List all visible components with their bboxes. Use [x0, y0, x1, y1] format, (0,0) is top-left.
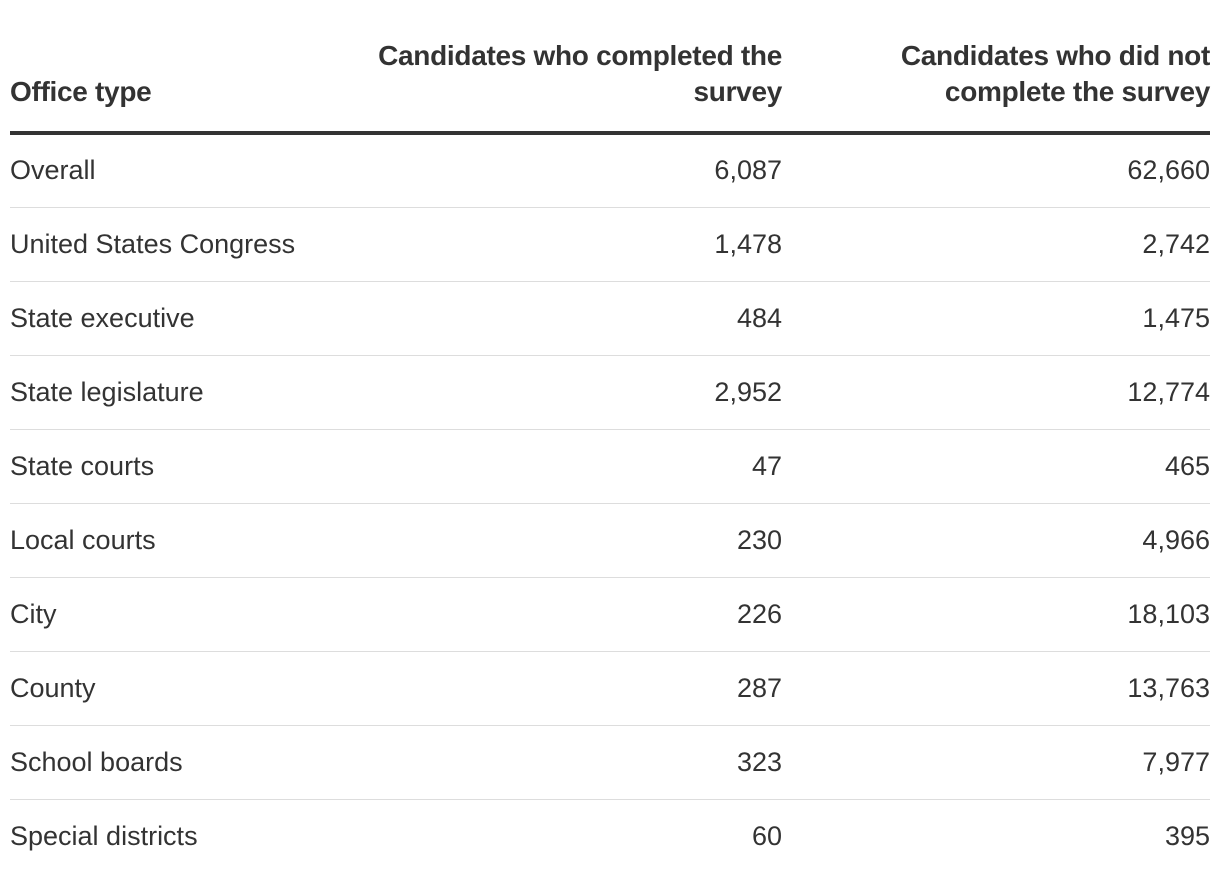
cell-completed: 6,087: [340, 133, 782, 208]
cell-office-type: Local courts: [10, 503, 340, 578]
cell-office-type: School boards: [10, 725, 340, 800]
cell-completed: 287: [340, 651, 782, 726]
cell-not-completed: 4,966: [782, 503, 1210, 578]
table-row: Special districts 60 395: [10, 799, 1210, 873]
cell-not-completed: 12,774: [782, 355, 1210, 430]
survey-completion-table-container: Office type Candidates who completed the…: [10, 0, 1210, 873]
table-row: Overall 6,087 62,660: [10, 133, 1210, 208]
table-row: School boards 323 7,977: [10, 725, 1210, 800]
cell-not-completed: 13,763: [782, 651, 1210, 726]
column-header-not-completed: Candidates who did not complete the surv…: [782, 0, 1210, 135]
cell-completed: 230: [340, 503, 782, 578]
cell-not-completed: 465: [782, 429, 1210, 504]
table-row: County 287 13,763: [10, 651, 1210, 726]
cell-not-completed: 18,103: [782, 577, 1210, 652]
cell-completed: 323: [340, 725, 782, 800]
cell-office-type: Overall: [10, 133, 340, 208]
cell-office-type: State legislature: [10, 355, 340, 430]
cell-completed: 484: [340, 281, 782, 356]
cell-office-type: United States Congress: [10, 207, 340, 282]
table-row: State courts 47 465: [10, 429, 1210, 504]
cell-not-completed: 2,742: [782, 207, 1210, 282]
table-row: United States Congress 1,478 2,742: [10, 207, 1210, 282]
survey-completion-table: Office type Candidates who completed the…: [10, 0, 1210, 873]
cell-not-completed: 395: [1164, 820, 1210, 851]
table-row: City 226 18,103: [10, 577, 1210, 652]
cell-office-type: State courts: [10, 429, 340, 504]
cell-completed: 1,478: [340, 207, 782, 282]
header-row: Office type Candidates who completed the…: [10, 0, 1210, 135]
cell-office-type: City: [10, 577, 340, 652]
cell-not-completed: 1,475: [782, 281, 1210, 356]
column-header-office-type: Office type: [10, 0, 340, 135]
cell-completed: 2,952: [340, 355, 782, 430]
table-body: Overall 6,087 62,660 United States Congr…: [10, 133, 1210, 873]
cell-office-type: Special districts: [10, 820, 198, 851]
table-row: State executive 484 1,475: [10, 281, 1210, 356]
table-row: State legislature 2,952 12,774: [10, 355, 1210, 430]
column-header-completed: Candidates who completed the survey: [340, 0, 782, 135]
cell-not-completed: 62,660: [782, 133, 1210, 208]
cell-completed: 60: [751, 820, 782, 851]
cell-completed: 47: [340, 429, 782, 504]
cell-office-type: State executive: [10, 281, 340, 356]
cell-completed: 226: [340, 577, 782, 652]
cell-office-type: County: [10, 651, 340, 726]
table-row: Local courts 230 4,966: [10, 503, 1210, 578]
table-header: Office type Candidates who completed the…: [10, 0, 1210, 135]
cell-not-completed: 7,977: [782, 725, 1210, 800]
